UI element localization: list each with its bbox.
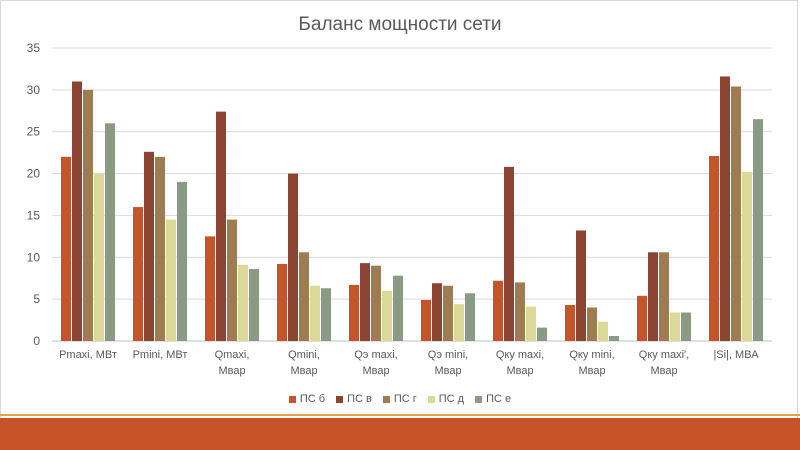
x-category-label: Мвар (650, 365, 677, 377)
legend-item: ПС г (382, 393, 417, 405)
bar (731, 86, 741, 341)
y-tick-label: 20 (27, 167, 41, 181)
bar (133, 207, 143, 341)
bar (299, 252, 309, 341)
bar (155, 156, 165, 341)
bar (216, 111, 226, 341)
bar (515, 282, 525, 341)
y-axis-ticks: 0 5 10 15 20 25 30 35 (27, 41, 41, 348)
bar (648, 252, 658, 341)
y-tick-label: 25 (27, 125, 41, 139)
bar (371, 265, 381, 341)
legend-swatch (382, 395, 390, 403)
legend-swatch (475, 395, 483, 403)
x-category-label: Pmaxi, МВт (59, 349, 117, 361)
bar (177, 181, 187, 341)
x-category-label: Pmini, МВт (133, 349, 188, 361)
bar (526, 306, 536, 341)
legend-item: ПС е (475, 393, 511, 405)
bar (454, 304, 464, 341)
legend-swatch (336, 395, 344, 403)
bar (720, 76, 730, 341)
bar (393, 275, 403, 341)
bar (565, 305, 575, 341)
x-category-label: Мвар (290, 365, 317, 377)
bar (421, 299, 431, 341)
y-tick-label: 30 (27, 83, 41, 97)
bar (360, 263, 370, 341)
footer-accent-line (0, 414, 800, 416)
bar (670, 312, 680, 341)
legend-label: ПС е (486, 393, 512, 405)
bar (105, 123, 115, 341)
bar (349, 284, 359, 341)
bar (609, 335, 619, 341)
y-tick-label: 0 (33, 334, 40, 348)
x-category-label: Мвар (578, 365, 605, 377)
bar (205, 236, 215, 341)
x-category-label: Мвар (434, 365, 461, 377)
bar (432, 283, 442, 341)
legend-item: ПС д (427, 393, 465, 405)
y-tick-label: 10 (27, 250, 41, 264)
y-tick-label: 15 (27, 208, 41, 222)
x-category-label: Мвар (218, 365, 245, 377)
legend-swatch (288, 395, 296, 403)
bar (465, 293, 475, 341)
x-axis-categories: Pmaxi, МВт Pmini, МВт Qmaxi, Мвар Qmini, Мвар… (59, 349, 759, 377)
x-category-label: |Si|, МВА (713, 349, 759, 361)
bar (238, 264, 248, 341)
bar (681, 312, 691, 341)
bars (61, 76, 763, 342)
legend-item: ПС б (288, 393, 326, 405)
bar (382, 290, 392, 341)
bar (587, 307, 597, 341)
legend-label: ПС д (438, 393, 465, 405)
x-category-label: Qку maxi', (639, 349, 689, 361)
x-category-label: Мвар (362, 365, 389, 377)
legend-label: ПС в (347, 393, 372, 405)
x-category-label: Мвар (506, 365, 533, 377)
bar (166, 219, 176, 341)
bar (504, 166, 514, 341)
legend-label: ПС б (299, 393, 326, 405)
legend-swatch (427, 395, 435, 403)
bar (742, 171, 752, 341)
bar (61, 156, 71, 341)
x-category-label: Qку mini, (569, 349, 614, 361)
bar (576, 230, 586, 341)
bar (637, 295, 647, 341)
legend-item: ПС в (336, 393, 372, 405)
chart-title: Баланс мощности сети (298, 14, 502, 35)
bar (94, 173, 104, 341)
bar (72, 81, 82, 341)
bar (227, 219, 237, 341)
bar (493, 280, 503, 341)
bar (310, 285, 320, 341)
footer-bar (0, 418, 800, 450)
bar (321, 288, 331, 341)
bar (753, 119, 763, 342)
bar (249, 269, 259, 341)
bar (83, 89, 93, 341)
x-category-label: Qmini, (288, 349, 320, 361)
x-category-label: Qmaxi, (215, 349, 250, 361)
bar (144, 151, 154, 341)
bar (277, 263, 287, 341)
y-tick-label: 5 (33, 292, 40, 306)
x-category-label: Qэ mini, (428, 349, 468, 361)
x-category-label: Qку maxi, (496, 349, 544, 361)
bar (659, 252, 669, 341)
bar (598, 321, 608, 341)
bar (443, 285, 453, 341)
legend-label: ПС г (393, 393, 417, 405)
bar (709, 155, 719, 341)
x-category-label: Qэ maxi, (354, 349, 398, 361)
legend: ПС б ПС в ПС г ПС д ПС е (0, 393, 800, 405)
bar (288, 173, 298, 341)
y-tick-label: 35 (27, 41, 41, 55)
bar (537, 327, 547, 341)
